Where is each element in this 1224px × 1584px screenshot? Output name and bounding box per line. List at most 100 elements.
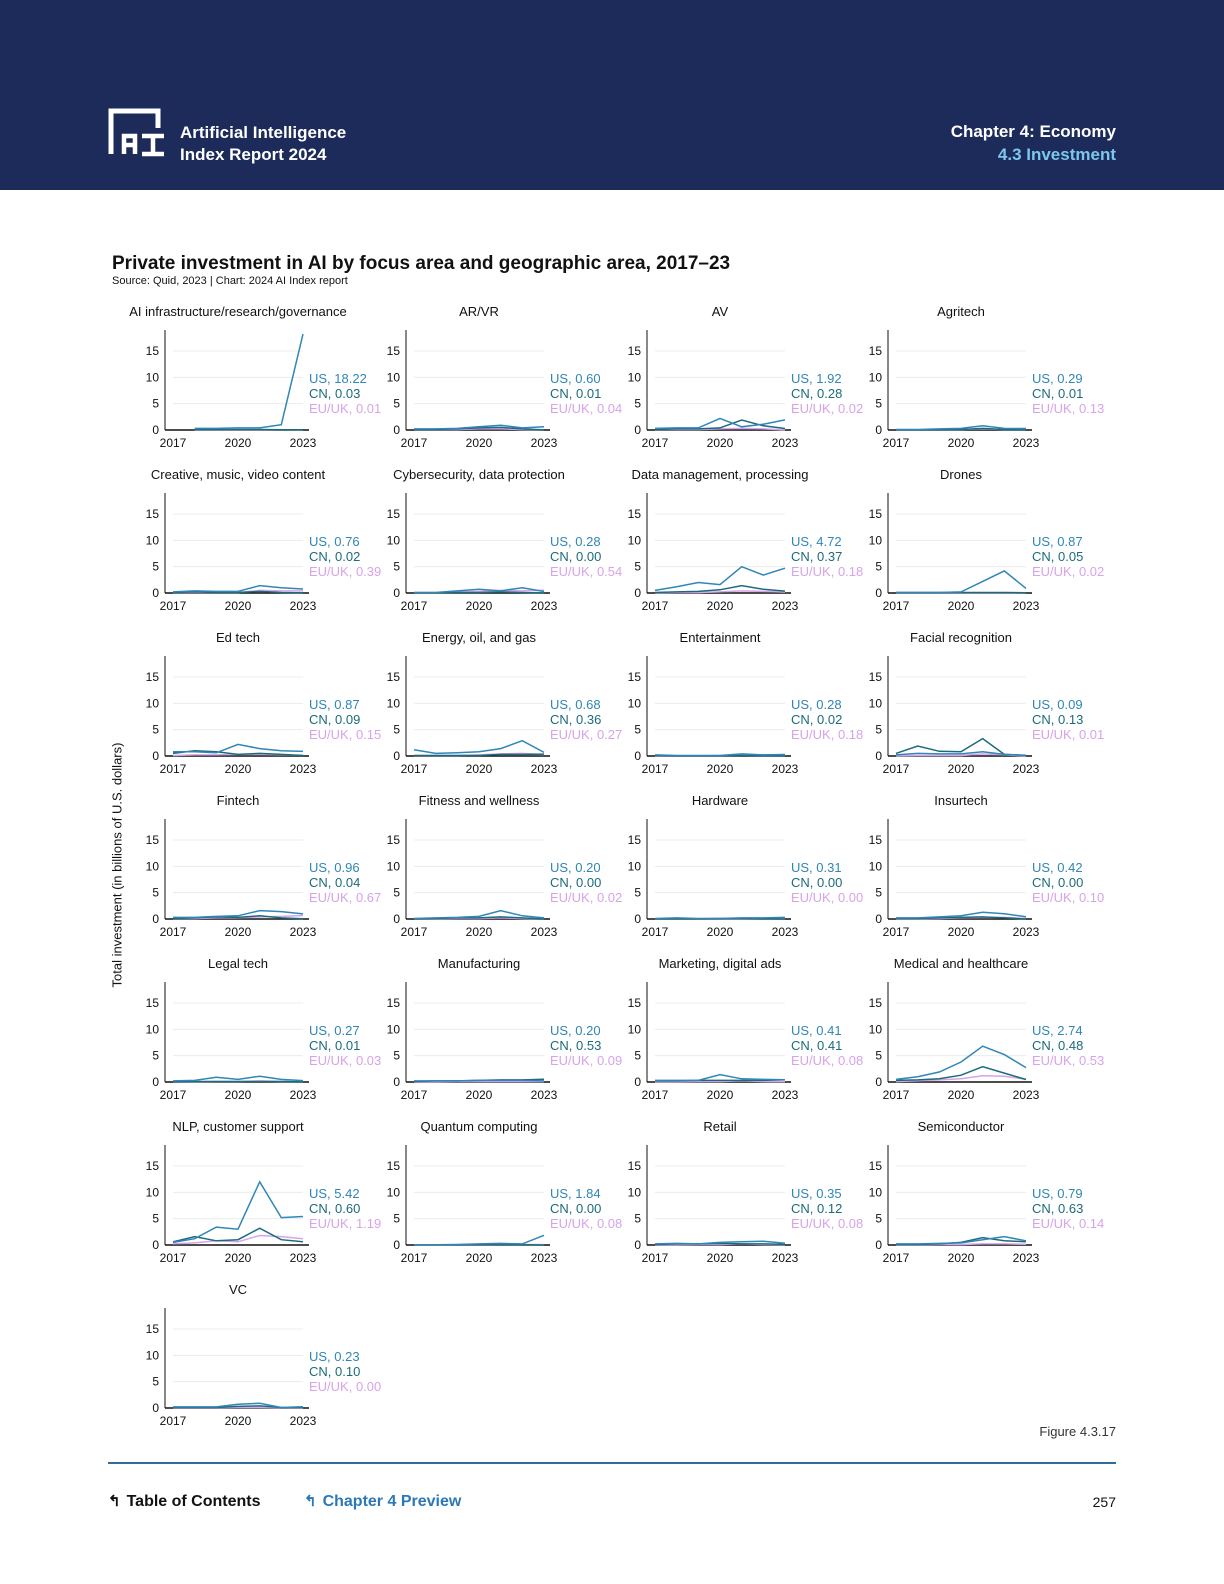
series-line-us — [655, 1073, 786, 1082]
y-tick-label: 5 — [634, 886, 641, 900]
x-tick-label: 2020 — [948, 436, 975, 450]
y-tick-label: 15 — [387, 833, 401, 847]
y-tick-label: 0 — [634, 749, 641, 763]
series-line-cn — [895, 1065, 1027, 1082]
panel-title: AV — [712, 304, 729, 319]
y-tick-label: 10 — [146, 859, 160, 873]
y-tick-label: 15 — [146, 1322, 160, 1336]
panel-title: Drones — [940, 467, 982, 482]
x-tick-label: 2023 — [1013, 762, 1040, 776]
y-tick-label: 0 — [152, 1238, 159, 1252]
chapter-preview-link[interactable]: ↰ Chapter 4 Preview — [304, 1492, 461, 1511]
series-line-euuk — [655, 1080, 786, 1083]
x-tick-label: 2020 — [948, 762, 975, 776]
y-tick-label: 5 — [152, 397, 159, 411]
x-tick-label: 2020 — [466, 925, 493, 939]
series-line-cn — [172, 1227, 304, 1243]
y-tick-label: 5 — [875, 397, 882, 411]
y-tick-label: 10 — [146, 1022, 160, 1036]
y-tick-label: 5 — [393, 723, 400, 737]
y-tick-label: 0 — [393, 423, 400, 437]
table-of-contents-link[interactable]: ↰ Table of Contents — [108, 1492, 261, 1511]
y-tick-label: 15 — [869, 507, 883, 521]
x-tick-label: 2017 — [883, 1088, 910, 1102]
end-value-label: EU/UK, 0.18 — [791, 564, 863, 579]
x-tick-label: 2017 — [401, 925, 428, 939]
end-value-label: EU/UK, 0.00 — [791, 890, 863, 905]
chapter-preview-label: Chapter 4 Preview — [322, 1493, 462, 1510]
series-line-cn — [172, 749, 304, 757]
y-tick-label: 0 — [634, 423, 641, 437]
end-value-label: CN, 0.01 — [309, 1038, 360, 1053]
series-line-us — [194, 333, 304, 430]
end-value-label: US, 0.27 — [309, 1023, 360, 1038]
x-tick-label: 2020 — [225, 925, 252, 939]
end-value-label: CN, 0.00 — [550, 1201, 601, 1216]
y-tick-label: 10 — [628, 859, 642, 873]
panel-title: Marketing, digital ads — [659, 956, 782, 971]
y-tick-label: 10 — [628, 370, 642, 384]
series-line-us — [413, 739, 545, 755]
end-value-label: EU/UK, 0.54 — [550, 564, 622, 579]
y-tick-label: 0 — [875, 1238, 882, 1252]
panel-title: Energy, oil, and gas — [422, 630, 536, 645]
y-tick-label: 0 — [634, 912, 641, 926]
series-line-cn — [654, 419, 786, 431]
end-value-label: US, 2.74 — [1032, 1023, 1083, 1038]
end-value-label: US, 0.20 — [550, 1023, 601, 1038]
y-tick-label: 5 — [634, 560, 641, 574]
end-value-label: US, 1.84 — [550, 1186, 601, 1201]
panel-title: Manufacturing — [438, 956, 520, 971]
end-value-label: US, 0.31 — [791, 860, 842, 875]
y-tick-label: 0 — [152, 912, 159, 926]
panel-title: Agritech — [937, 304, 985, 319]
x-tick-label: 2017 — [160, 925, 187, 939]
y-tick-label: 5 — [875, 1212, 882, 1226]
report-title-line2: Index Report 2024 — [180, 145, 327, 164]
y-tick-label: 5 — [634, 723, 641, 737]
y-tick-label: 15 — [628, 996, 642, 1010]
series-line-cn — [654, 584, 786, 594]
x-tick-label: 2020 — [707, 1251, 734, 1265]
y-tick-label: 15 — [387, 1159, 401, 1173]
end-value-label: US, 5.42 — [309, 1186, 360, 1201]
y-tick-label: 15 — [869, 833, 883, 847]
panel-title: Data management, processing — [631, 467, 808, 482]
x-tick-label: 2023 — [1013, 1251, 1040, 1265]
panel-title: Legal tech — [208, 956, 268, 971]
return-arrow-icon: ↰ — [108, 1493, 121, 1510]
x-tick-label: 2017 — [642, 762, 669, 776]
end-value-label: CN, 0.04 — [309, 875, 360, 890]
end-value-label: US, 0.68 — [550, 697, 601, 712]
end-value-label: CN, 0.02 — [791, 712, 842, 727]
end-value-label: CN, 0.00 — [550, 549, 601, 564]
x-tick-label: 2020 — [225, 1251, 252, 1265]
y-tick-label: 5 — [393, 886, 400, 900]
panel-title: Semiconductor — [918, 1119, 1005, 1134]
end-value-label: EU/UK, 0.01 — [309, 401, 381, 416]
y-tick-label: 15 — [628, 344, 642, 358]
y-tick-label: 15 — [628, 670, 642, 684]
y-tick-label: 0 — [393, 1075, 400, 1089]
end-value-label: EU/UK, 0.08 — [791, 1053, 863, 1068]
series-line-cn — [414, 753, 545, 757]
y-tick-label: 10 — [869, 370, 883, 384]
y-tick-label: 0 — [393, 749, 400, 763]
end-value-label: CN, 0.28 — [791, 386, 842, 401]
end-value-label: EU/UK, 0.03 — [309, 1053, 381, 1068]
panel-title: AI infrastructure/research/governance — [129, 304, 347, 319]
end-value-label: US, 0.28 — [791, 697, 842, 712]
end-value-label: US, 0.09 — [1032, 697, 1083, 712]
end-value-label: CN, 0.36 — [550, 712, 601, 727]
x-tick-label: 2017 — [160, 762, 187, 776]
y-tick-label: 10 — [628, 533, 642, 547]
end-value-label: CN, 0.03 — [309, 386, 360, 401]
series-line-us — [172, 1075, 304, 1082]
y-tick-label: 10 — [869, 533, 883, 547]
chapter-heading: Chapter 4: Economy 4.3 Investment — [951, 120, 1116, 166]
series-line-us — [413, 909, 545, 920]
y-tick-label: 15 — [146, 996, 160, 1010]
end-value-label: EU/UK, 0.67 — [309, 890, 381, 905]
end-value-label: CN, 0.12 — [791, 1201, 842, 1216]
end-value-label: EU/UK, 0.08 — [791, 1216, 863, 1231]
